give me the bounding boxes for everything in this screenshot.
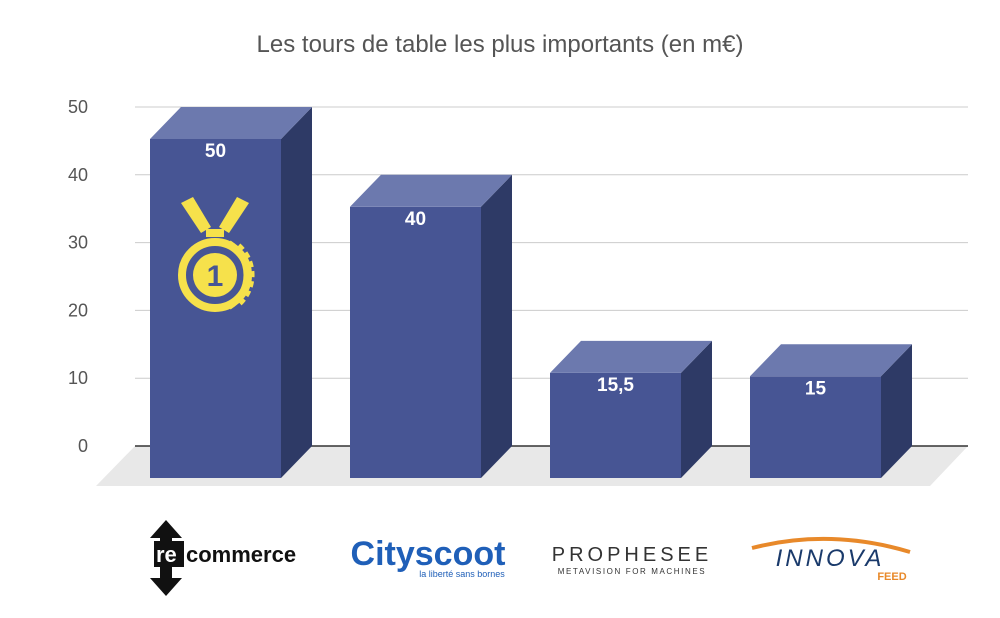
y-tick-label: 20 xyxy=(68,300,88,320)
bar xyxy=(750,344,912,478)
y-tick-label: 0 xyxy=(78,436,88,456)
data-label: 50 xyxy=(205,141,226,162)
bar xyxy=(350,174,512,479)
bars xyxy=(150,107,912,479)
svg-text:Cityscoot: Cityscoot xyxy=(351,535,506,573)
bar-top xyxy=(750,344,912,377)
svg-text:re: re xyxy=(156,542,177,567)
y-tick-label: 50 xyxy=(68,97,88,117)
bar-top xyxy=(150,107,312,139)
svg-text:la liberté sans bornes: la liberté sans bornes xyxy=(419,569,505,579)
bar-front xyxy=(350,206,481,479)
recommerce-logo: re commerce xyxy=(150,520,296,596)
svg-text:INNOVA: INNOVA xyxy=(776,545,885,572)
bar-side xyxy=(481,174,512,479)
y-tick-label: 10 xyxy=(68,368,88,388)
bar-side xyxy=(681,340,712,478)
data-labels: 50 40 15,5 15 xyxy=(205,141,827,399)
bar xyxy=(150,107,312,478)
svg-text:FEED: FEED xyxy=(877,571,906,583)
medal-rank: 1 xyxy=(207,260,224,293)
bar xyxy=(550,340,712,478)
bar-side xyxy=(281,107,312,478)
data-label: 40 xyxy=(405,209,426,230)
data-label: 15,5 xyxy=(597,375,634,396)
y-tick-label: 40 xyxy=(68,165,88,185)
bar-side xyxy=(881,344,912,478)
cityscoot-logo: Cityscoot la liberté sans bornes xyxy=(351,535,506,579)
chart-title: Les tours de table les plus importants (… xyxy=(257,31,744,58)
gold-medal-icon: 1 xyxy=(178,197,255,312)
bar-front xyxy=(750,376,881,478)
svg-text:METAVISION FOR MACHINES: METAVISION FOR MACHINES xyxy=(558,567,707,576)
bar-top xyxy=(550,340,712,373)
innova-feed-logo: INNOVA FEED xyxy=(751,536,911,583)
data-label: 15 xyxy=(805,378,827,399)
svg-text:commerce: commerce xyxy=(186,542,296,567)
bar-top xyxy=(350,174,512,207)
y-axis: 0 10 20 30 40 50 xyxy=(68,97,88,456)
prophesee-logo: PROPHESEE METAVISION FOR MACHINES xyxy=(552,544,712,576)
y-tick-label: 30 xyxy=(68,233,88,253)
svg-text:PROPHESEE: PROPHESEE xyxy=(552,544,712,566)
bar-front xyxy=(550,372,681,478)
